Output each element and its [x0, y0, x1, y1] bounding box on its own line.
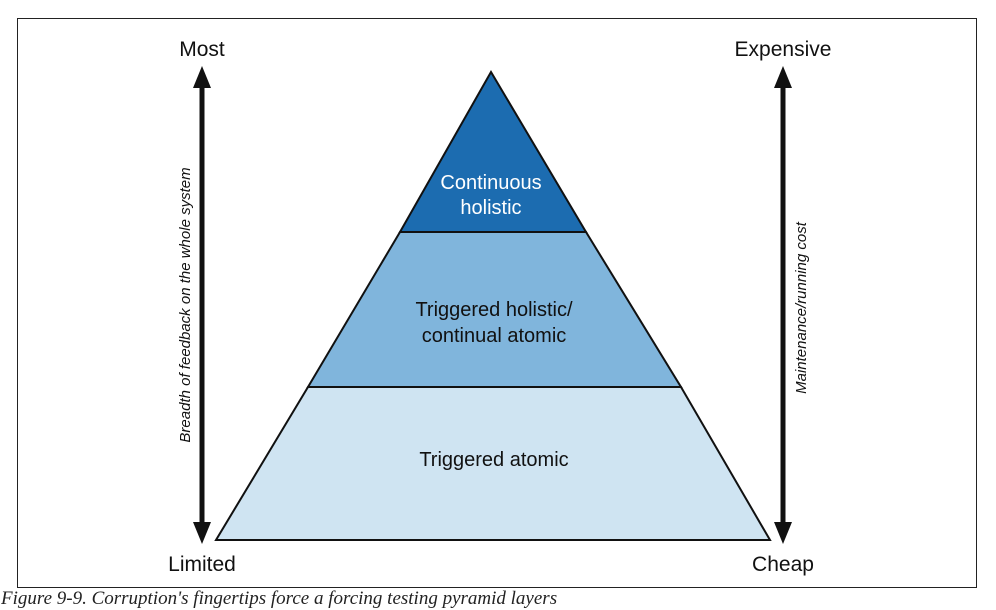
left-axis-title: Breadth of feedback on the whole system [177, 167, 194, 442]
right-axis-top-label: Expensive [735, 38, 832, 61]
right-axis-bottom-label: Cheap [752, 553, 814, 576]
left-axis-top-label: Most [179, 38, 225, 61]
figure-frame [17, 18, 977, 588]
right-arrow-up-icon [774, 66, 792, 88]
tier-mid-label-line-1: Triggered holistic/ [415, 299, 573, 321]
figure-caption: Figure 9-9. Corruption's fingertips forc… [1, 588, 558, 609]
right-arrow-down-icon [774, 522, 792, 544]
tier-mid-label-line-2: continual atomic [422, 325, 567, 347]
tier-top-label-line-1: Continuous [440, 172, 541, 194]
right-axis-title: Maintenance/running cost [793, 221, 810, 394]
right-axis-arrow [774, 66, 792, 544]
tier-top-label-line-2: holistic [460, 197, 521, 219]
tier-bot-label: Triggered atomic [419, 449, 568, 471]
left-arrow-up-icon [193, 66, 211, 88]
left-axis-arrow [193, 66, 211, 544]
left-axis-bottom-label: Limited [168, 553, 236, 576]
left-arrow-down-icon [193, 522, 211, 544]
tier-triggered-atomic [214, 386, 772, 541]
